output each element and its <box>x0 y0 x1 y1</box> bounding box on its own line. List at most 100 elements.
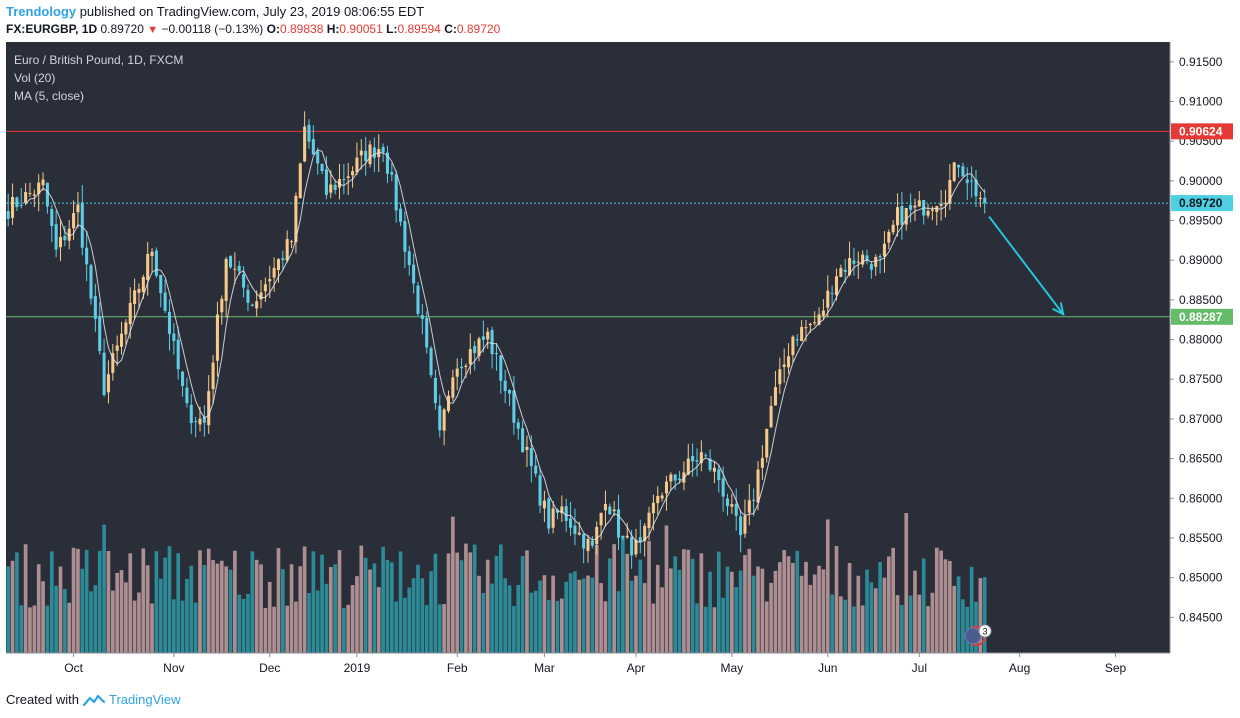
candle-body <box>464 365 468 367</box>
candle-body <box>233 268 237 270</box>
tradingview-link[interactable]: TradingView <box>108 692 181 707</box>
candle-body <box>529 448 533 467</box>
volume-bar <box>198 550 202 653</box>
volume-bar <box>128 553 133 653</box>
volume-bar <box>446 553 451 653</box>
candle-body <box>390 172 394 175</box>
volume-bar <box>734 587 739 653</box>
volume-bar <box>246 593 250 653</box>
volume-bar <box>145 565 150 653</box>
candle-body <box>333 184 337 190</box>
volume-bar <box>10 560 15 653</box>
x-tick-label: Jun <box>818 661 837 675</box>
volume-bar <box>137 592 141 653</box>
volume-bar <box>560 598 564 653</box>
candle-body <box>848 257 852 275</box>
volume-bar <box>215 563 220 653</box>
chart-area[interactable]: 3 0.91500 0.91000 0.90500 0.90000 0.89500 0.89… <box>6 42 1234 681</box>
volume-bar <box>817 565 821 653</box>
volume-bar <box>599 583 603 653</box>
candle-body <box>939 203 943 206</box>
candle-body <box>181 371 185 386</box>
candle-body <box>276 259 280 271</box>
candle-body <box>359 150 363 156</box>
candle-body <box>948 180 952 204</box>
volume-bar <box>542 575 547 653</box>
candle-body <box>259 292 263 300</box>
volume-bar <box>782 550 787 653</box>
volume-bar <box>490 583 494 653</box>
candle-body <box>630 537 634 556</box>
volume-bar <box>485 559 490 653</box>
volume-bar <box>254 559 259 653</box>
candle-body <box>896 207 900 226</box>
volume-bar <box>934 547 939 653</box>
volume-bar <box>176 553 181 653</box>
low-label: L: <box>386 22 398 36</box>
event-count-badge <box>978 624 992 638</box>
candle-body <box>538 475 542 506</box>
volume-bar <box>455 552 460 653</box>
candle-body <box>678 478 682 480</box>
volume-bar <box>869 582 874 653</box>
candle-body <box>909 205 913 210</box>
volume-bar <box>808 584 813 653</box>
volume-bar <box>451 516 455 653</box>
volume-bar <box>464 543 468 653</box>
candle-body <box>37 182 41 194</box>
volume-bar <box>477 575 481 653</box>
candle-body <box>791 336 795 356</box>
author-link[interactable]: Trendology <box>6 4 77 19</box>
volume-bar <box>773 570 778 653</box>
candle-body <box>699 452 703 464</box>
volume-bar <box>878 562 882 653</box>
volume-bar <box>433 553 438 653</box>
volume-bar <box>961 599 965 653</box>
candle-body <box>237 265 241 272</box>
last-price: 0.89720 <box>100 22 144 36</box>
candle-body <box>800 326 804 342</box>
volume-bar <box>241 598 246 653</box>
candle-body <box>198 418 202 425</box>
volume-bar <box>516 584 521 653</box>
candle-body <box>856 261 860 263</box>
candle-body <box>32 194 36 196</box>
candle-body <box>573 525 577 535</box>
candle-body <box>272 267 276 278</box>
candle-body <box>926 210 930 216</box>
candle-body <box>58 237 63 248</box>
volume-bar <box>586 575 590 653</box>
x-tick-label: May <box>721 661 744 675</box>
volume-bar <box>555 600 560 653</box>
candle-body <box>795 339 799 341</box>
candle-body <box>778 369 782 385</box>
created-with-label: Created with <box>6 692 79 707</box>
volume-bar <box>342 607 346 653</box>
volume-bar <box>751 575 756 653</box>
candle-body <box>255 301 259 309</box>
y-tick-label: 0.90000 <box>1179 174 1223 188</box>
volume-bar <box>917 594 922 653</box>
candle-body <box>63 235 67 241</box>
volume-bar <box>272 606 276 653</box>
candle-body <box>385 152 389 174</box>
price-chart[interactable]: 30.915000.910000.905000.900000.895000.89… <box>6 42 1234 681</box>
volume-bar <box>498 544 503 653</box>
candle-body <box>634 539 638 555</box>
volume-bar <box>795 550 800 653</box>
candle-body <box>547 498 551 529</box>
y-tick-label: 0.88500 <box>1179 293 1223 307</box>
candle-body <box>747 500 751 513</box>
candle-body <box>734 503 738 516</box>
volume-bar <box>167 546 172 653</box>
candle-body <box>970 180 974 182</box>
volume-bar <box>15 552 19 653</box>
x-tick-label: 2019 <box>344 661 371 675</box>
x-tick-label: Sep <box>1105 661 1127 675</box>
candle-body <box>769 405 773 428</box>
volume-bar <box>19 605 24 653</box>
price-tag-label: 0.88287 <box>1179 310 1223 324</box>
price-axis-background <box>1170 42 1234 653</box>
candle-body <box>67 228 71 241</box>
volume-bar <box>943 559 948 653</box>
